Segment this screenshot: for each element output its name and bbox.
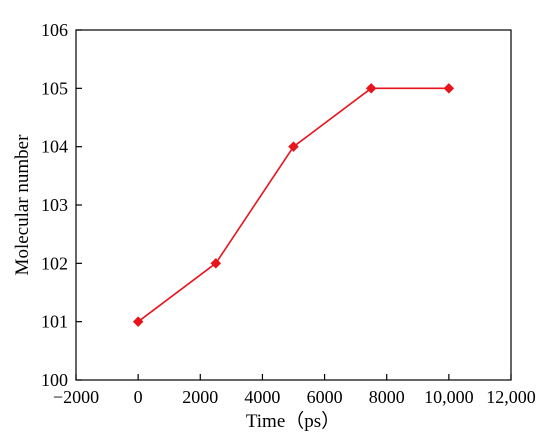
x-tick-label: 6000 — [307, 387, 343, 407]
series-markers — [132, 82, 455, 328]
data-point-marker — [210, 257, 222, 269]
x-tick-label: 8000 — [369, 387, 405, 407]
series-lines — [137, 87, 449, 323]
data-point-marker — [288, 141, 299, 153]
y-tick-label: 106 — [41, 20, 68, 40]
y-axis-tick-labels: 100 101 102 103 104 105 106 — [41, 20, 68, 390]
y-tick-label: 102 — [41, 253, 68, 273]
y-tick-label: 101 — [41, 312, 68, 332]
x-tick-label: 2000 — [182, 387, 218, 407]
data-point-marker — [443, 82, 455, 94]
plot-frame — [75, 29, 512, 381]
x-tick-label: 12,000 — [486, 387, 536, 407]
x-axis-title: Time（ps） — [246, 410, 340, 432]
y-axis-title: Molecular number — [12, 134, 33, 276]
data-point-marker — [365, 82, 377, 94]
x-tick-label: −2000 — [53, 387, 99, 407]
x-tick-label: 10,000 — [424, 387, 474, 407]
y-tick-label: 103 — [41, 195, 68, 215]
x-axis-ticks — [75, 374, 512, 380]
y-tick-label: 104 — [41, 137, 68, 157]
data-point-marker — [132, 316, 144, 328]
x-tick-label: 0 — [134, 387, 143, 407]
x-axis-tick-labels: −2000 0 2000 4000 6000 8000 10,000 12,000 — [53, 387, 536, 407]
y-tick-label: 100 — [41, 370, 68, 390]
y-axis-ticks — [76, 29, 82, 381]
y-tick-label: 105 — [41, 78, 68, 98]
x-tick-label: 4000 — [244, 387, 280, 407]
series-line — [137, 87, 449, 323]
